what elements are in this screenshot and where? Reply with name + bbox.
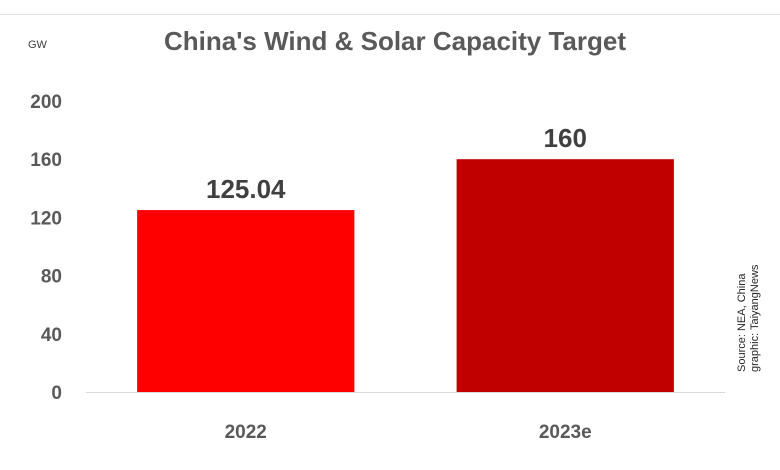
x-tick-label: 2022 bbox=[225, 422, 267, 443]
chart-title: China's Wind & Solar Capacity Target bbox=[164, 26, 626, 56]
bar bbox=[137, 210, 355, 392]
x-tick-label: 2023e bbox=[539, 422, 592, 443]
data-label: 125.04 bbox=[206, 174, 286, 204]
y-tick-label: 80 bbox=[41, 267, 62, 288]
x-axis-categories: 2022 2023e bbox=[225, 422, 592, 443]
data-labels: 125.04 160 bbox=[206, 123, 587, 204]
source-note: Source: NEA, China graphic: TaiyangNews bbox=[736, 265, 762, 372]
y-tick-label: 160 bbox=[30, 150, 62, 171]
y-tick-label: 0 bbox=[51, 383, 62, 404]
y-axis-ticks: 0 40 80 120 160 200 bbox=[30, 92, 62, 404]
bar bbox=[456, 159, 674, 392]
y-tick-label: 200 bbox=[30, 92, 62, 113]
source-line: Source: NEA, China bbox=[736, 273, 748, 372]
y-tick-label: 40 bbox=[41, 325, 62, 346]
y-tick-label: 120 bbox=[30, 208, 62, 229]
top-rule bbox=[0, 14, 780, 15]
unit-label: GW bbox=[28, 39, 47, 51]
bars bbox=[137, 159, 674, 392]
data-label: 160 bbox=[544, 123, 587, 153]
graphic-credit-line: graphic: TaiyangNews bbox=[749, 264, 761, 372]
